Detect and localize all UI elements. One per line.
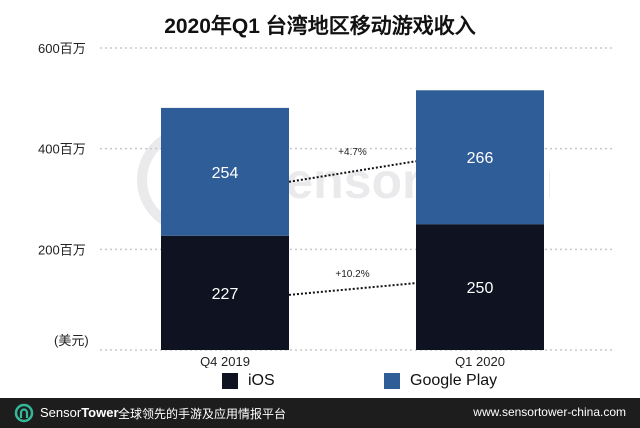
footer-tagline: 全球领先的手游及应用情报平台 [118,407,287,421]
legend-item-google-play: Google Play [384,372,497,390]
footer-brand-tower: Tower [81,405,119,420]
bars: 227 254 250 266 [161,90,544,350]
growth-connector [288,160,417,183]
footer-brand-sensor: Sensor [40,405,82,420]
unit-label: (美元) [54,333,89,348]
data-label: 266 [467,150,494,167]
y-tick-label: 400百万 [38,142,86,157]
bar-google-play [416,90,544,225]
footer-brand: SensorTower [40,405,119,420]
chart-title: 2020年Q1 台湾地区移动游戏收入 [164,15,476,38]
data-label: 227 [212,286,239,303]
y-tick-label: 600百万 [38,41,86,56]
legend-label-google-play: Google Play [410,372,498,389]
legend-label-ios: iOS [248,372,275,389]
growth-label: +4.7% [338,147,367,158]
y-tick-label: 200百万 [38,242,86,257]
x-tick-label: Q1 2020 [455,354,505,368]
data-label: 254 [212,165,239,182]
data-label: 250 [467,280,494,297]
legend: iOS Google Play [0,372,640,394]
growth-label: +10.2% [335,269,369,280]
footer-bar: SensorTower 全球领先的手游及应用情报平台 www.sensortow… [0,398,640,428]
x-axis-tick-labels: Q4 2019 Q1 2020 [200,354,505,368]
growth-connector [288,282,417,296]
growth-connectors: +4.7% +10.2% [288,147,417,296]
bar-ios [161,235,289,350]
footer-url[interactable]: www.sensortower-china.com [473,405,626,419]
legend-swatch-ios [222,373,238,389]
x-tick-label: Q4 2019 [200,354,250,368]
sensortower-logo-icon [14,403,34,423]
bar-google-play [161,107,289,236]
y-axis-tick-labels: 600百万 400百万 200百万 [38,41,86,257]
legend-swatch-google-play [384,373,400,389]
bar-ios [416,224,544,350]
legend-item-ios: iOS [222,372,275,390]
